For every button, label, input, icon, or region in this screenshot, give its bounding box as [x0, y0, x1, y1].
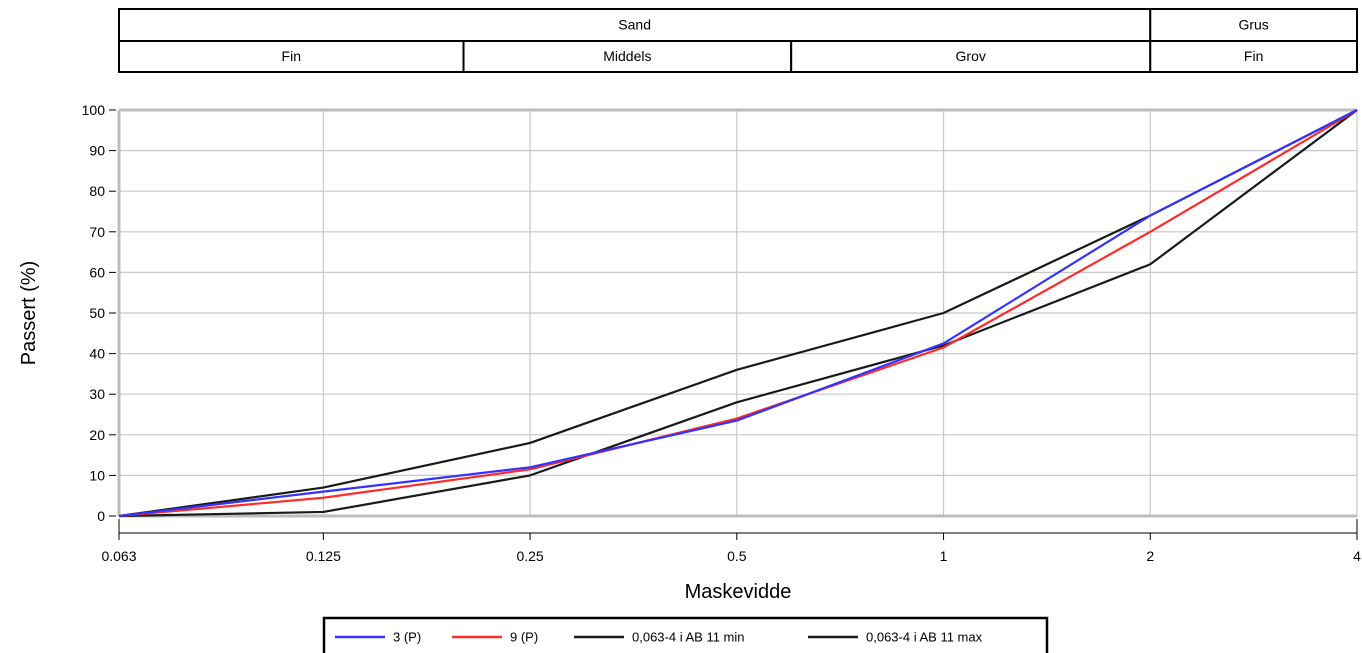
x-tick-label: 1	[940, 548, 948, 564]
x-tick-label: 0.5	[727, 548, 747, 564]
header-top-label: Grus	[1238, 17, 1268, 33]
y-tick-label: 70	[89, 224, 105, 240]
y-tick-label: 90	[89, 143, 105, 159]
legend-label-3: 0,063-4 i AB 11 max	[866, 629, 983, 644]
x-axis-title: Maskevidde	[685, 581, 792, 603]
header-bottom-label: Grov	[956, 48, 986, 64]
header-bottom-cell	[1149, 40, 1359, 73]
y-tick-label: 80	[89, 183, 105, 199]
header-bottom-label: Middels	[603, 48, 651, 64]
legend-label-0: 3 (P)	[393, 629, 421, 644]
x-tick-label: 0.063	[101, 548, 136, 564]
y-tick-label: 50	[89, 305, 105, 321]
y-axis-title: Passert (%)	[18, 261, 40, 365]
legend-label-1: 9 (P)	[510, 629, 538, 644]
x-tick-label: 2	[1146, 548, 1154, 564]
y-tick-label: 10	[89, 467, 105, 483]
y-tick-label: 100	[82, 102, 106, 118]
header-bottom-cell	[790, 40, 1152, 73]
fraction-header: Sand Grus Fin Middels Grov Fin	[118, 8, 1359, 73]
tick-labels: 0 10 20 30 40 50 60 70 80 90 100 0.063 0.125 0.25 0.5 1…	[82, 102, 1361, 564]
header-bottom-label: Fin	[282, 48, 301, 64]
axes	[117, 108, 1358, 534]
y-tick-label: 30	[89, 386, 105, 402]
header-top-label: Sand	[618, 17, 651, 33]
y-tick-label: 60	[89, 264, 105, 280]
header-top-cell	[118, 8, 1152, 42]
header-bottom-label: Fin	[1244, 48, 1263, 64]
series-line-1	[118, 109, 1358, 518]
legend: 3 (P) 9 (P) 0,063-4 i AB 11 min 0,063-4 i A…	[322, 616, 1049, 653]
grid-lines	[118, 109, 1358, 517]
x-tick-label: 4	[1353, 548, 1361, 564]
y-tick-label: 0	[97, 508, 105, 524]
legend-label-2: 0,063-4 i AB 11 min	[632, 629, 745, 644]
x-tick-label: 0.125	[306, 548, 341, 564]
series-line-0	[118, 109, 1358, 518]
y-tick-label: 20	[89, 427, 105, 443]
legend-box	[322, 616, 1049, 653]
data-series	[118, 109, 1358, 518]
x-tick-label: 0.25	[516, 548, 543, 564]
y-tick-label: 40	[89, 346, 105, 362]
header-bottom-cell	[118, 40, 465, 73]
series-line-2	[118, 109, 1358, 518]
